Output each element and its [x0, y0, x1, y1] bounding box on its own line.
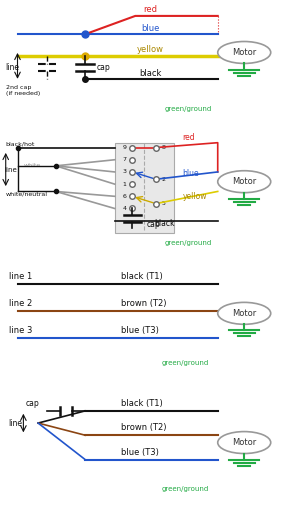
Text: blue (T3): blue (T3)	[121, 326, 158, 335]
Text: brown (T2): brown (T2)	[121, 423, 166, 432]
Text: cap: cap	[25, 399, 39, 408]
Text: cap: cap	[147, 220, 161, 229]
Text: red: red	[182, 133, 195, 142]
Text: Motor: Motor	[232, 48, 256, 57]
Text: brown (T2): brown (T2)	[121, 299, 166, 308]
Text: 1: 1	[123, 182, 126, 187]
Text: Motor: Motor	[232, 177, 256, 186]
Text: green/ground: green/ground	[165, 240, 212, 246]
Text: black (T1): black (T1)	[121, 399, 162, 408]
Text: black (T1): black (T1)	[121, 272, 162, 281]
Circle shape	[218, 171, 271, 192]
Text: line 2: line 2	[9, 299, 32, 308]
Circle shape	[218, 41, 271, 63]
Text: yellow: yellow	[182, 192, 207, 201]
Circle shape	[218, 431, 271, 454]
Text: line 3: line 3	[9, 326, 32, 335]
Text: 8: 8	[162, 145, 166, 150]
Text: blue: blue	[141, 24, 159, 33]
Text: line: line	[9, 418, 23, 428]
Text: 6: 6	[123, 194, 126, 199]
FancyBboxPatch shape	[115, 143, 174, 233]
Text: Motor: Motor	[232, 309, 256, 318]
Text: blue (T3): blue (T3)	[121, 448, 158, 457]
Text: line: line	[6, 63, 20, 72]
Text: Motor: Motor	[232, 438, 256, 447]
Text: 9: 9	[122, 145, 126, 150]
Text: 2: 2	[162, 177, 166, 182]
Circle shape	[218, 302, 271, 324]
Text: white: white	[24, 164, 41, 168]
Text: line: line	[4, 167, 17, 172]
Text: yellow: yellow	[136, 45, 164, 55]
Text: 5: 5	[162, 201, 166, 206]
Text: 2nd cap
(if needed): 2nd cap (if needed)	[6, 85, 40, 96]
Text: 7: 7	[122, 157, 126, 162]
Text: white/neutral: white/neutral	[6, 191, 48, 196]
Text: cap: cap	[97, 63, 111, 72]
Text: black/hot: black/hot	[6, 141, 35, 146]
Text: line 1: line 1	[9, 272, 32, 281]
Text: green/ground: green/ground	[162, 486, 209, 492]
Text: red: red	[143, 5, 157, 14]
Text: 4: 4	[122, 206, 126, 211]
Text: blue: blue	[182, 169, 199, 178]
Text: black: black	[154, 219, 175, 228]
Text: green/ground: green/ground	[162, 360, 209, 365]
Text: 3: 3	[122, 169, 126, 174]
Text: black: black	[139, 69, 161, 77]
Text: green/ground: green/ground	[165, 106, 212, 112]
